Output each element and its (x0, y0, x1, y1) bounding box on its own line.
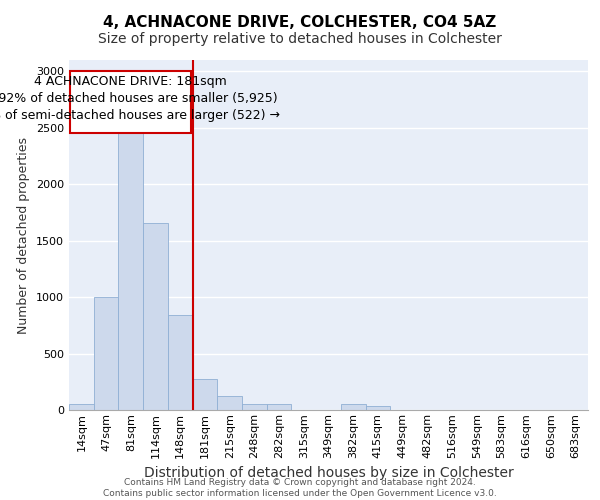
Text: 4, ACHNACONE DRIVE, COLCHESTER, CO4 5AZ: 4, ACHNACONE DRIVE, COLCHESTER, CO4 5AZ (103, 15, 497, 30)
Bar (69, 404, 94, 410)
Text: ← 92% of detached houses are smaller (5,925): ← 92% of detached houses are smaller (5,… (0, 92, 278, 104)
Bar (341, 404, 365, 410)
Text: 4 ACHNACONE DRIVE: 181sqm: 4 ACHNACONE DRIVE: 181sqm (34, 74, 227, 88)
Bar (217, 396, 242, 410)
Text: Contains HM Land Registry data © Crown copyright and database right 2024.
Contai: Contains HM Land Registry data © Crown c… (103, 478, 497, 498)
X-axis label: Distribution of detached houses by size in Colchester: Distribution of detached houses by size … (143, 466, 514, 480)
Bar (143, 222, 168, 410)
Text: 8% of semi-detached houses are larger (522) →: 8% of semi-detached houses are larger (5… (0, 108, 280, 122)
Bar (118, 131, 143, 410)
Y-axis label: Number of detached properties: Number of detached properties (17, 136, 31, 334)
Bar (267, 404, 292, 410)
Bar (168, 315, 193, 410)
Bar (242, 404, 267, 410)
Bar (70, 72, 191, 134)
Text: Size of property relative to detached houses in Colchester: Size of property relative to detached ho… (98, 32, 502, 46)
Bar (94, 297, 118, 410)
Bar (365, 406, 390, 410)
Bar (193, 379, 217, 410)
